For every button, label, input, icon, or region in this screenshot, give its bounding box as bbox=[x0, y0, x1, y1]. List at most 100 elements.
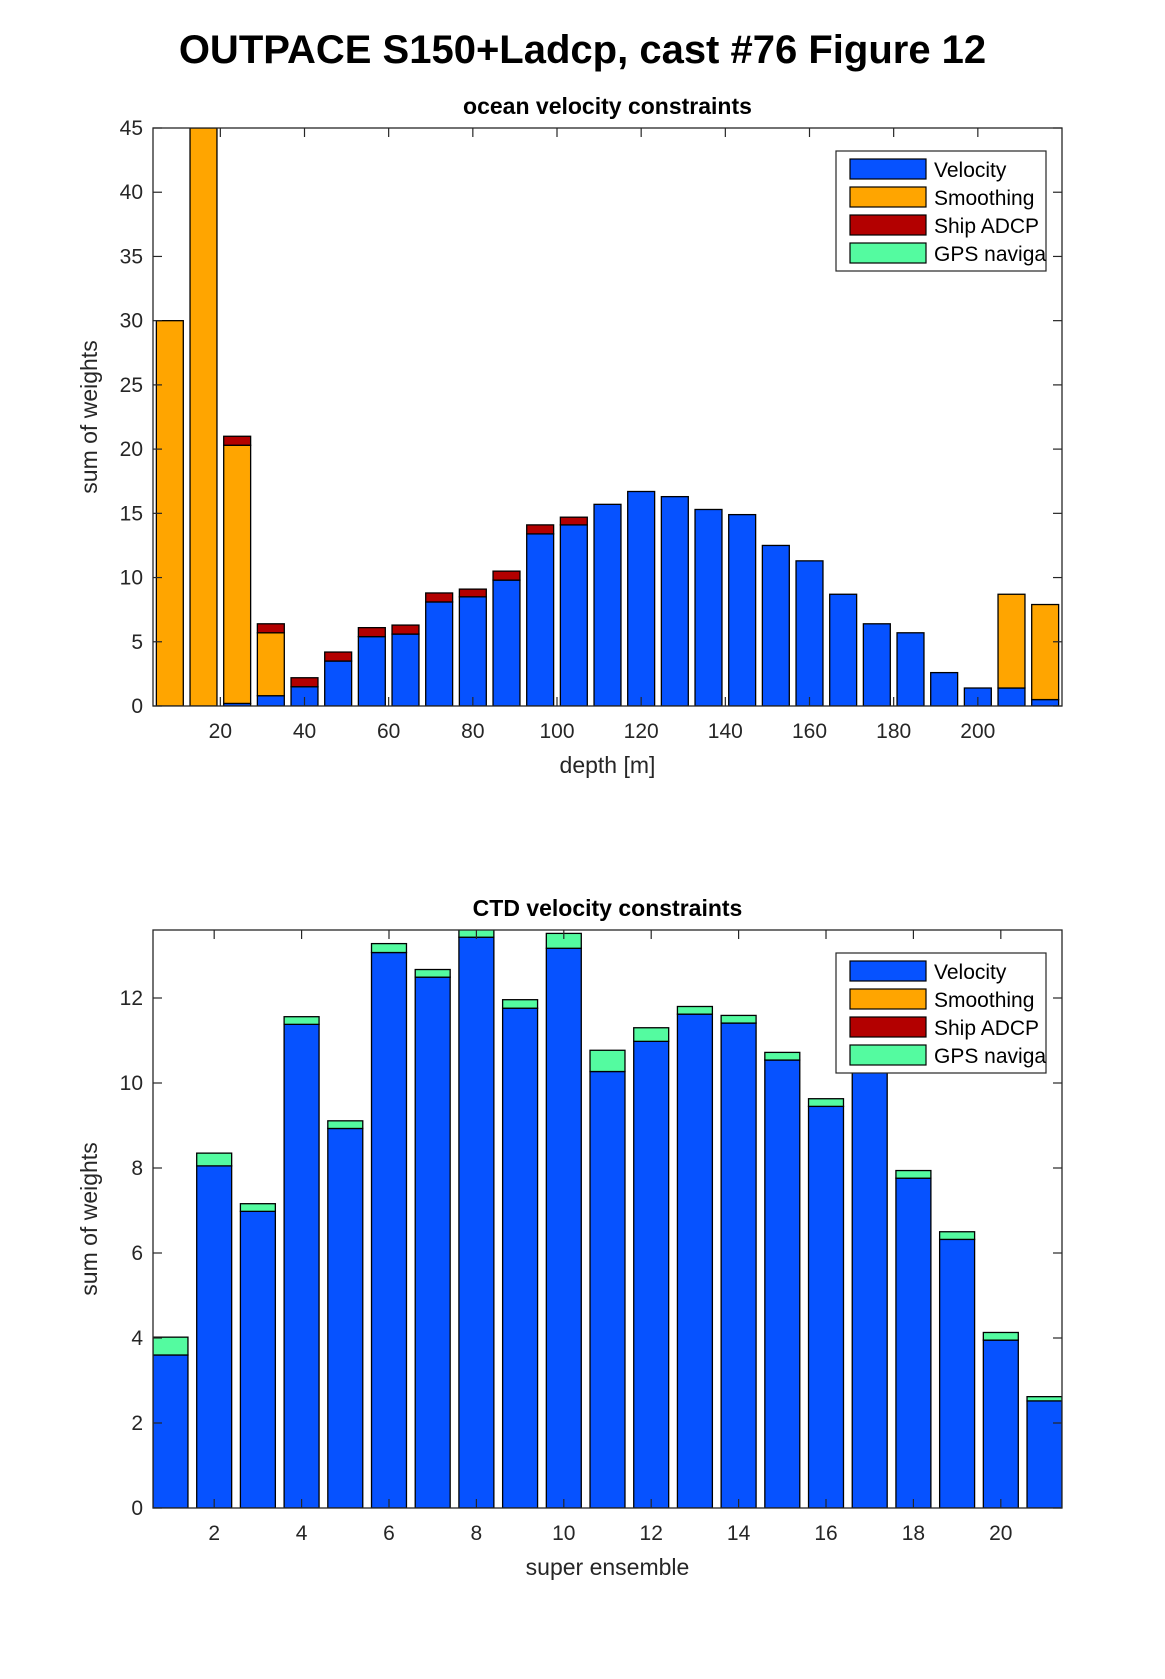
legend-label: GPS naviga bbox=[934, 243, 1046, 266]
bar-ship-adcp bbox=[357, 626, 386, 638]
y-tick-label: 6 bbox=[131, 1242, 143, 1265]
bar-velocity bbox=[982, 1339, 1019, 1508]
bar-velocity bbox=[728, 513, 757, 706]
bar-velocity bbox=[239, 1210, 277, 1508]
bar-ship-adcp bbox=[290, 677, 319, 688]
y-tick-label: 0 bbox=[131, 1497, 143, 1520]
y-tick-label: 12 bbox=[120, 987, 143, 1010]
bar-velocity bbox=[492, 579, 521, 706]
x-tick-label: 60 bbox=[377, 720, 400, 743]
bar-velocity bbox=[357, 635, 386, 706]
x-tick-label: 20 bbox=[989, 1522, 1012, 1545]
bar-ship-adcp bbox=[458, 588, 487, 598]
bar-velocity bbox=[807, 1105, 845, 1508]
bar-velocity bbox=[1031, 698, 1060, 706]
bar-gps-naviga bbox=[283, 1016, 320, 1026]
bar-velocity bbox=[895, 1177, 932, 1508]
bar-velocity bbox=[795, 560, 824, 706]
y-tick-label: 10 bbox=[120, 567, 143, 590]
y-axis-label: sum of weights bbox=[76, 340, 102, 493]
bar-gps-naviga bbox=[239, 1203, 277, 1212]
x-tick-label: 14 bbox=[727, 1522, 751, 1545]
y-tick-label: 5 bbox=[131, 631, 143, 654]
legend-swatch bbox=[849, 988, 927, 1010]
bar-velocity bbox=[930, 671, 959, 706]
bar-gps-naviga bbox=[982, 1331, 1019, 1341]
bar-ship-adcp bbox=[559, 516, 588, 526]
legend-label: Velocity bbox=[934, 159, 1007, 182]
x-tick-label: 10 bbox=[552, 1522, 575, 1545]
axes-frame bbox=[152, 929, 1063, 1509]
bar-gps-naviga bbox=[807, 1098, 845, 1108]
legend-swatch bbox=[849, 1044, 927, 1066]
legend-swatch bbox=[849, 186, 927, 208]
y-tick-label: 30 bbox=[120, 310, 143, 333]
y-tick-label: 35 bbox=[120, 245, 143, 268]
bar-gps-naviga bbox=[720, 1014, 757, 1024]
x-tick-label: 160 bbox=[792, 720, 827, 743]
bar-gps-naviga bbox=[1026, 1396, 1062, 1402]
x-tick-label: 18 bbox=[902, 1522, 925, 1545]
figure-title: OUTPACE S150+Ladcp, cast #76 Figure 12 bbox=[178, 28, 987, 72]
bar-velocity bbox=[593, 503, 622, 706]
y-tick-label: 25 bbox=[120, 374, 143, 397]
bar-velocity bbox=[324, 660, 353, 706]
y-tick-label: 20 bbox=[120, 438, 143, 461]
legend-label: Ship ADCP bbox=[934, 215, 1039, 238]
bar-gps-naviga bbox=[327, 1120, 364, 1130]
bar-gps-naviga bbox=[676, 1005, 714, 1015]
x-tick-label: 200 bbox=[960, 720, 995, 743]
bar-velocity bbox=[938, 1238, 976, 1508]
y-tick-label: 40 bbox=[120, 181, 143, 204]
x-tick-label: 80 bbox=[461, 720, 484, 743]
ocean-velocity-plot: 0 5 10 15 20 25 30 35 40 45 20 40 60 80 100 120 140 160 18… bbox=[76, 93, 1063, 778]
bar-velocity bbox=[458, 936, 495, 1508]
axes-title: CTD velocity constraints bbox=[473, 895, 743, 921]
bar-gps-naviga bbox=[414, 968, 451, 978]
bar-smoothing bbox=[997, 593, 1026, 689]
bar-ship-adcp bbox=[256, 623, 285, 634]
x-tick-label: 20 bbox=[209, 720, 232, 743]
bar-velocity bbox=[283, 1023, 320, 1508]
legend-swatch bbox=[849, 1016, 927, 1038]
legend: Velocity Smoothing Ship ADCP GPS naviga bbox=[835, 150, 1047, 272]
bar-velocity bbox=[196, 1165, 233, 1508]
ctd-velocity-plot: 0 2 4 6 8 10 12 2 4 6 8 10 12 14 16 18 20 CTD velocity co… bbox=[76, 895, 1063, 1580]
bar-gps-naviga bbox=[153, 1336, 189, 1356]
bar-velocity bbox=[829, 593, 858, 706]
legend-swatch bbox=[849, 242, 927, 264]
x-tick-label: 140 bbox=[708, 720, 743, 743]
bar-velocity bbox=[370, 951, 408, 1508]
y-tick-label: 15 bbox=[120, 502, 143, 525]
legend-label: GPS naviga bbox=[934, 1045, 1046, 1068]
legend-swatch bbox=[849, 214, 927, 236]
bar-velocity bbox=[676, 1013, 714, 1508]
axes-title: ocean velocity constraints bbox=[463, 93, 752, 119]
bar-ship-adcp bbox=[223, 435, 252, 446]
bar-velocity bbox=[851, 1042, 888, 1508]
x-tick-label: 40 bbox=[293, 720, 316, 743]
legend-label: Ship ADCP bbox=[934, 1017, 1039, 1040]
bar-ship-adcp bbox=[526, 524, 555, 535]
bar-velocity bbox=[526, 533, 555, 706]
bar-velocity bbox=[694, 508, 723, 706]
x-tick-label: 12 bbox=[640, 1522, 663, 1545]
y-tick-label: 8 bbox=[131, 1157, 143, 1180]
bar-ship-adcp bbox=[391, 624, 420, 635]
legend-label: Smoothing bbox=[934, 187, 1034, 210]
bar-gps-naviga bbox=[370, 942, 408, 954]
bar-gps-naviga bbox=[589, 1049, 626, 1073]
y-tick-label: 4 bbox=[131, 1327, 143, 1350]
bar-ship-adcp bbox=[425, 592, 454, 603]
bar-velocity bbox=[153, 1354, 189, 1508]
bar-velocity bbox=[458, 596, 487, 706]
bar-smoothing bbox=[1031, 603, 1060, 701]
x-tick-label: 4 bbox=[296, 1522, 308, 1545]
x-tick-label: 8 bbox=[471, 1522, 483, 1545]
y-tick-label: 45 bbox=[120, 117, 143, 140]
bar-velocity bbox=[761, 544, 790, 706]
bar-velocity bbox=[559, 524, 588, 706]
bar-velocity bbox=[997, 687, 1026, 706]
legend: Velocity Smoothing Ship ADCP GPS naviga bbox=[835, 952, 1047, 1074]
